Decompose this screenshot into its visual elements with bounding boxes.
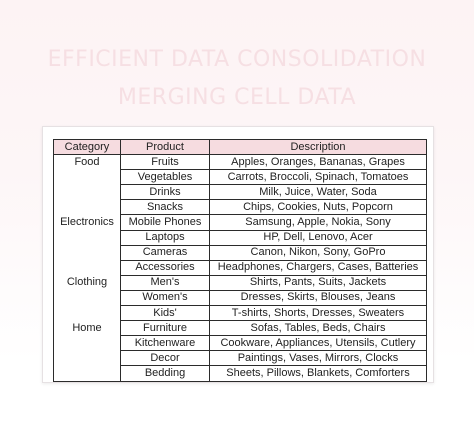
cell-product[interactable]: Cameras [120, 245, 210, 261]
cell-product[interactable]: Accessories [120, 260, 210, 276]
spreadsheet-card: Category Product Description Food Fruits A… [42, 126, 434, 383]
table-body: Food Fruits Apples, Oranges, Bananas, Grap… [53, 154, 427, 382]
cell-product[interactable]: Laptops [120, 230, 210, 246]
cell-product[interactable]: Vegetables [120, 169, 210, 186]
header-description[interactable]: Description [209, 138, 427, 156]
cell-category[interactable]: Home [53, 320, 121, 336]
title-line-2: MERGING CELL DATA [117, 85, 357, 110]
table-row: Bedding Sheets, Pillows, Blankets, Comfor… [53, 365, 427, 382]
cell-description[interactable]: Canon, Nikon, Sony, GoPro [209, 245, 427, 261]
cell-category[interactable]: Food [53, 154, 121, 170]
cell-product[interactable]: Mobile Phones [120, 214, 210, 231]
cell-description[interactable]: Samsung, Apple, Nokia, Sony [209, 214, 427, 231]
cell-category[interactable] [53, 350, 121, 366]
title-line-1: EFFICIENT DATA CONSOLIDATION [47, 47, 427, 72]
table-row: Cameras Canon, Nikon, Sony, GoPro [53, 245, 427, 261]
cell-description[interactable]: T-shirts, Shorts, Dresses, Sweaters [209, 305, 427, 322]
cell-category[interactable] [53, 305, 121, 321]
cell-product[interactable]: Kids' [120, 305, 210, 322]
cell-product[interactable]: Snacks [120, 199, 210, 216]
cell-product[interactable]: Kitchenware [120, 335, 210, 352]
cell-category[interactable] [53, 365, 121, 382]
cell-description[interactable]: Sofas, Tables, Beds, Chairs [209, 320, 427, 337]
header-product[interactable]: Product [120, 138, 210, 156]
table-row: Snacks Chips, Cookies, Nuts, Popcorn [53, 199, 427, 216]
cell-category[interactable] [53, 169, 121, 185]
table-row: Kids' T-shirts, Shorts, Dresses, Sweaters [53, 305, 427, 322]
table-row: Clothing Men's Shirts, Pants, Suits, Jacke… [53, 275, 427, 291]
data-table: Category Product Description Food Fruits A… [53, 138, 427, 382]
cell-description[interactable]: Milk, Juice, Water, Soda [209, 184, 427, 201]
table-row: Home Furniture Sofas, Tables, Beds, Chairs [53, 320, 427, 337]
cell-category[interactable]: Clothing [53, 275, 121, 291]
table-row: Kitchenware Cookware, Appliances, Utensil… [53, 335, 427, 352]
cell-product[interactable]: Fruits [120, 154, 210, 171]
table-row: Laptops HP, Dell, Lenovo, Acer [53, 230, 427, 246]
cell-category[interactable] [53, 245, 121, 261]
cell-category[interactable] [53, 184, 121, 200]
cell-product[interactable]: Bedding [120, 365, 210, 382]
cell-product[interactable]: Women's [120, 290, 210, 307]
cell-product[interactable]: Furniture [120, 320, 210, 337]
cell-description[interactable]: Carrots, Broccoli, Spinach, Tomatoes [209, 169, 427, 186]
cell-category[interactable] [53, 335, 121, 351]
cell-description[interactable]: Headphones, Chargers, Cases, Batteries [209, 260, 427, 276]
cell-description[interactable]: HP, Dell, Lenovo, Acer [209, 230, 427, 246]
cell-description[interactable]: Dresses, Skirts, Blouses, Jeans [209, 290, 427, 307]
cell-category[interactable] [53, 230, 121, 246]
cell-product[interactable]: Men's [120, 275, 210, 291]
cell-category[interactable] [53, 260, 121, 276]
cell-description[interactable]: Apples, Oranges, Bananas, Grapes [209, 154, 427, 171]
cell-description[interactable]: Paintings, Vases, Mirrors, Clocks [209, 350, 427, 367]
table-row: Accessories Headphones, Chargers, Cases, … [53, 260, 427, 276]
table-row: Vegetables Carrots, Broccoli, Spinach, To… [53, 169, 427, 186]
cell-category[interactable] [53, 290, 121, 306]
table-row: Electronics Mobile Phones Samsung, Apple, … [53, 214, 427, 231]
header-row: Category Product Description [53, 138, 427, 156]
table-row: Drinks Milk, Juice, Water, Soda [53, 184, 427, 201]
table-row: Decor Paintings, Vases, Mirrors, Clocks [53, 350, 427, 367]
cell-product[interactable]: Decor [120, 350, 210, 367]
cell-category[interactable]: Electronics [53, 214, 121, 231]
table-row: Women's Dresses, Skirts, Blouses, Jeans [53, 290, 427, 307]
table-row: Food Fruits Apples, Oranges, Bananas, Grap… [53, 154, 427, 171]
cell-description[interactable]: Sheets, Pillows, Blankets, Comforters [209, 365, 427, 382]
cell-description[interactable]: Chips, Cookies, Nuts, Popcorn [209, 199, 427, 216]
cell-product[interactable]: Drinks [120, 184, 210, 201]
cell-description[interactable]: Shirts, Pants, Suits, Jackets [209, 275, 427, 291]
cell-description[interactable]: Cookware, Appliances, Utensils, Cutlery [209, 335, 427, 352]
cell-category[interactable] [53, 199, 121, 215]
header-category[interactable]: Category [53, 138, 121, 156]
